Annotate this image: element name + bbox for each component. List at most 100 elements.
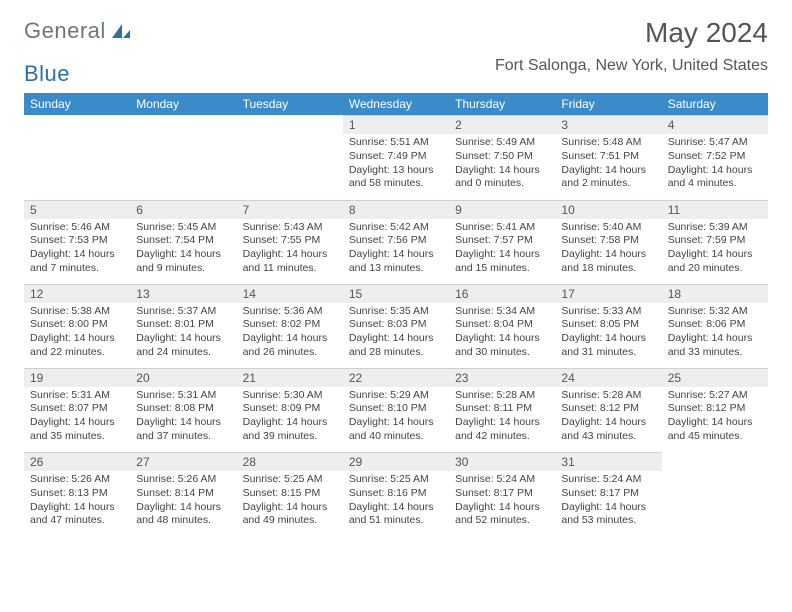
weekday-header: Monday bbox=[130, 93, 236, 116]
day-details: Sunrise: 5:25 AMSunset: 8:16 PMDaylight:… bbox=[343, 471, 449, 532]
day-details: Sunrise: 5:47 AMSunset: 7:52 PMDaylight:… bbox=[662, 134, 768, 195]
calendar-day-cell: 14Sunrise: 5:36 AMSunset: 8:02 PMDayligh… bbox=[237, 284, 343, 368]
calendar-day-cell: 25Sunrise: 5:27 AMSunset: 8:12 PMDayligh… bbox=[662, 368, 768, 453]
day-number: 30 bbox=[449, 452, 555, 471]
logo: General bbox=[24, 18, 132, 44]
day-details: Sunrise: 5:46 AMSunset: 7:53 PMDaylight:… bbox=[24, 219, 130, 280]
title-block: May 2024 Fort Salonga, New York, United … bbox=[495, 18, 768, 81]
calendar-day-cell: 11Sunrise: 5:39 AMSunset: 7:59 PMDayligh… bbox=[662, 200, 768, 284]
day-number: 7 bbox=[237, 200, 343, 219]
calendar-week-row: 26Sunrise: 5:26 AMSunset: 8:13 PMDayligh… bbox=[24, 452, 768, 537]
day-details: Sunrise: 5:28 AMSunset: 8:12 PMDaylight:… bbox=[555, 387, 661, 448]
weekday-header-row: Sunday Monday Tuesday Wednesday Thursday… bbox=[24, 93, 768, 116]
day-number: 17 bbox=[555, 284, 661, 303]
weekday-header: Thursday bbox=[449, 93, 555, 116]
day-details: Sunrise: 5:38 AMSunset: 8:00 PMDaylight:… bbox=[24, 303, 130, 364]
day-details: Sunrise: 5:31 AMSunset: 8:07 PMDaylight:… bbox=[24, 387, 130, 448]
day-number: 12 bbox=[24, 284, 130, 303]
day-number: 3 bbox=[555, 115, 661, 134]
weekday-header: Tuesday bbox=[237, 93, 343, 116]
day-details: Sunrise: 5:25 AMSunset: 8:15 PMDaylight:… bbox=[237, 471, 343, 532]
calendar-day-cell bbox=[237, 115, 343, 200]
day-number: 15 bbox=[343, 284, 449, 303]
logo-text-blue: Blue bbox=[24, 61, 70, 87]
calendar-table: Sunday Monday Tuesday Wednesday Thursday… bbox=[24, 93, 768, 537]
day-details: Sunrise: 5:27 AMSunset: 8:12 PMDaylight:… bbox=[662, 387, 768, 448]
calendar-day-cell: 21Sunrise: 5:30 AMSunset: 8:09 PMDayligh… bbox=[237, 368, 343, 453]
calendar-day-cell: 3Sunrise: 5:48 AMSunset: 7:51 PMDaylight… bbox=[555, 115, 661, 200]
calendar-day-cell: 17Sunrise: 5:33 AMSunset: 8:05 PMDayligh… bbox=[555, 284, 661, 368]
day-number: 2 bbox=[449, 115, 555, 134]
day-number: 23 bbox=[449, 368, 555, 387]
day-number: 24 bbox=[555, 368, 661, 387]
calendar-week-row: 1Sunrise: 5:51 AMSunset: 7:49 PMDaylight… bbox=[24, 115, 768, 200]
location-subtitle: Fort Salonga, New York, United States bbox=[495, 57, 768, 75]
weekday-header: Friday bbox=[555, 93, 661, 116]
day-number: 5 bbox=[24, 200, 130, 219]
day-details: Sunrise: 5:49 AMSunset: 7:50 PMDaylight:… bbox=[449, 134, 555, 195]
day-number: 16 bbox=[449, 284, 555, 303]
calendar-day-cell: 24Sunrise: 5:28 AMSunset: 8:12 PMDayligh… bbox=[555, 368, 661, 453]
calendar-day-cell bbox=[24, 115, 130, 200]
day-details: Sunrise: 5:24 AMSunset: 8:17 PMDaylight:… bbox=[555, 471, 661, 532]
calendar-day-cell: 5Sunrise: 5:46 AMSunset: 7:53 PMDaylight… bbox=[24, 200, 130, 284]
day-details: Sunrise: 5:26 AMSunset: 8:13 PMDaylight:… bbox=[24, 471, 130, 532]
calendar-day-cell: 27Sunrise: 5:26 AMSunset: 8:14 PMDayligh… bbox=[130, 452, 236, 537]
calendar-day-cell: 9Sunrise: 5:41 AMSunset: 7:57 PMDaylight… bbox=[449, 200, 555, 284]
calendar-day-cell: 23Sunrise: 5:28 AMSunset: 8:11 PMDayligh… bbox=[449, 368, 555, 453]
day-number: 25 bbox=[662, 368, 768, 387]
calendar-day-cell: 6Sunrise: 5:45 AMSunset: 7:54 PMDaylight… bbox=[130, 200, 236, 284]
day-number: 22 bbox=[343, 368, 449, 387]
day-details: Sunrise: 5:37 AMSunset: 8:01 PMDaylight:… bbox=[130, 303, 236, 364]
day-details: Sunrise: 5:33 AMSunset: 8:05 PMDaylight:… bbox=[555, 303, 661, 364]
day-details: Sunrise: 5:36 AMSunset: 8:02 PMDaylight:… bbox=[237, 303, 343, 364]
weekday-header: Wednesday bbox=[343, 93, 449, 116]
day-details: Sunrise: 5:29 AMSunset: 8:10 PMDaylight:… bbox=[343, 387, 449, 448]
day-details: Sunrise: 5:45 AMSunset: 7:54 PMDaylight:… bbox=[130, 219, 236, 280]
day-details: Sunrise: 5:51 AMSunset: 7:49 PMDaylight:… bbox=[343, 134, 449, 195]
day-details: Sunrise: 5:48 AMSunset: 7:51 PMDaylight:… bbox=[555, 134, 661, 195]
logo-sail-icon bbox=[110, 22, 132, 40]
calendar-day-cell: 28Sunrise: 5:25 AMSunset: 8:15 PMDayligh… bbox=[237, 452, 343, 537]
day-details: Sunrise: 5:41 AMSunset: 7:57 PMDaylight:… bbox=[449, 219, 555, 280]
calendar-day-cell: 26Sunrise: 5:26 AMSunset: 8:13 PMDayligh… bbox=[24, 452, 130, 537]
day-details: Sunrise: 5:42 AMSunset: 7:56 PMDaylight:… bbox=[343, 219, 449, 280]
day-number: 31 bbox=[555, 452, 661, 471]
day-number: 29 bbox=[343, 452, 449, 471]
day-number: 26 bbox=[24, 452, 130, 471]
calendar-day-cell: 15Sunrise: 5:35 AMSunset: 8:03 PMDayligh… bbox=[343, 284, 449, 368]
calendar-day-cell: 16Sunrise: 5:34 AMSunset: 8:04 PMDayligh… bbox=[449, 284, 555, 368]
calendar-day-cell: 19Sunrise: 5:31 AMSunset: 8:07 PMDayligh… bbox=[24, 368, 130, 453]
calendar-day-cell: 31Sunrise: 5:24 AMSunset: 8:17 PMDayligh… bbox=[555, 452, 661, 537]
calendar-day-cell: 2Sunrise: 5:49 AMSunset: 7:50 PMDaylight… bbox=[449, 115, 555, 200]
day-details: Sunrise: 5:35 AMSunset: 8:03 PMDaylight:… bbox=[343, 303, 449, 364]
calendar-week-row: 12Sunrise: 5:38 AMSunset: 8:00 PMDayligh… bbox=[24, 284, 768, 368]
calendar-day-cell: 12Sunrise: 5:38 AMSunset: 8:00 PMDayligh… bbox=[24, 284, 130, 368]
weekday-header: Saturday bbox=[662, 93, 768, 116]
day-details: Sunrise: 5:24 AMSunset: 8:17 PMDaylight:… bbox=[449, 471, 555, 532]
calendar-day-cell: 30Sunrise: 5:24 AMSunset: 8:17 PMDayligh… bbox=[449, 452, 555, 537]
day-number: 6 bbox=[130, 200, 236, 219]
calendar-day-cell: 10Sunrise: 5:40 AMSunset: 7:58 PMDayligh… bbox=[555, 200, 661, 284]
calendar-day-cell: 7Sunrise: 5:43 AMSunset: 7:55 PMDaylight… bbox=[237, 200, 343, 284]
day-details: Sunrise: 5:39 AMSunset: 7:59 PMDaylight:… bbox=[662, 219, 768, 280]
day-number: 11 bbox=[662, 200, 768, 219]
day-number: 9 bbox=[449, 200, 555, 219]
calendar-week-row: 5Sunrise: 5:46 AMSunset: 7:53 PMDaylight… bbox=[24, 200, 768, 284]
day-number: 4 bbox=[662, 115, 768, 134]
day-details: Sunrise: 5:31 AMSunset: 8:08 PMDaylight:… bbox=[130, 387, 236, 448]
calendar-day-cell: 1Sunrise: 5:51 AMSunset: 7:49 PMDaylight… bbox=[343, 115, 449, 200]
calendar-week-row: 19Sunrise: 5:31 AMSunset: 8:07 PMDayligh… bbox=[24, 368, 768, 453]
weekday-header: Sunday bbox=[24, 93, 130, 116]
page-title: May 2024 bbox=[495, 18, 768, 49]
calendar-day-cell: 18Sunrise: 5:32 AMSunset: 8:06 PMDayligh… bbox=[662, 284, 768, 368]
day-details: Sunrise: 5:28 AMSunset: 8:11 PMDaylight:… bbox=[449, 387, 555, 448]
day-number: 13 bbox=[130, 284, 236, 303]
day-number: 8 bbox=[343, 200, 449, 219]
calendar-day-cell: 22Sunrise: 5:29 AMSunset: 8:10 PMDayligh… bbox=[343, 368, 449, 453]
day-number: 1 bbox=[343, 115, 449, 134]
calendar-day-cell: 13Sunrise: 5:37 AMSunset: 8:01 PMDayligh… bbox=[130, 284, 236, 368]
day-number: 18 bbox=[662, 284, 768, 303]
day-number: 28 bbox=[237, 452, 343, 471]
day-number: 19 bbox=[24, 368, 130, 387]
